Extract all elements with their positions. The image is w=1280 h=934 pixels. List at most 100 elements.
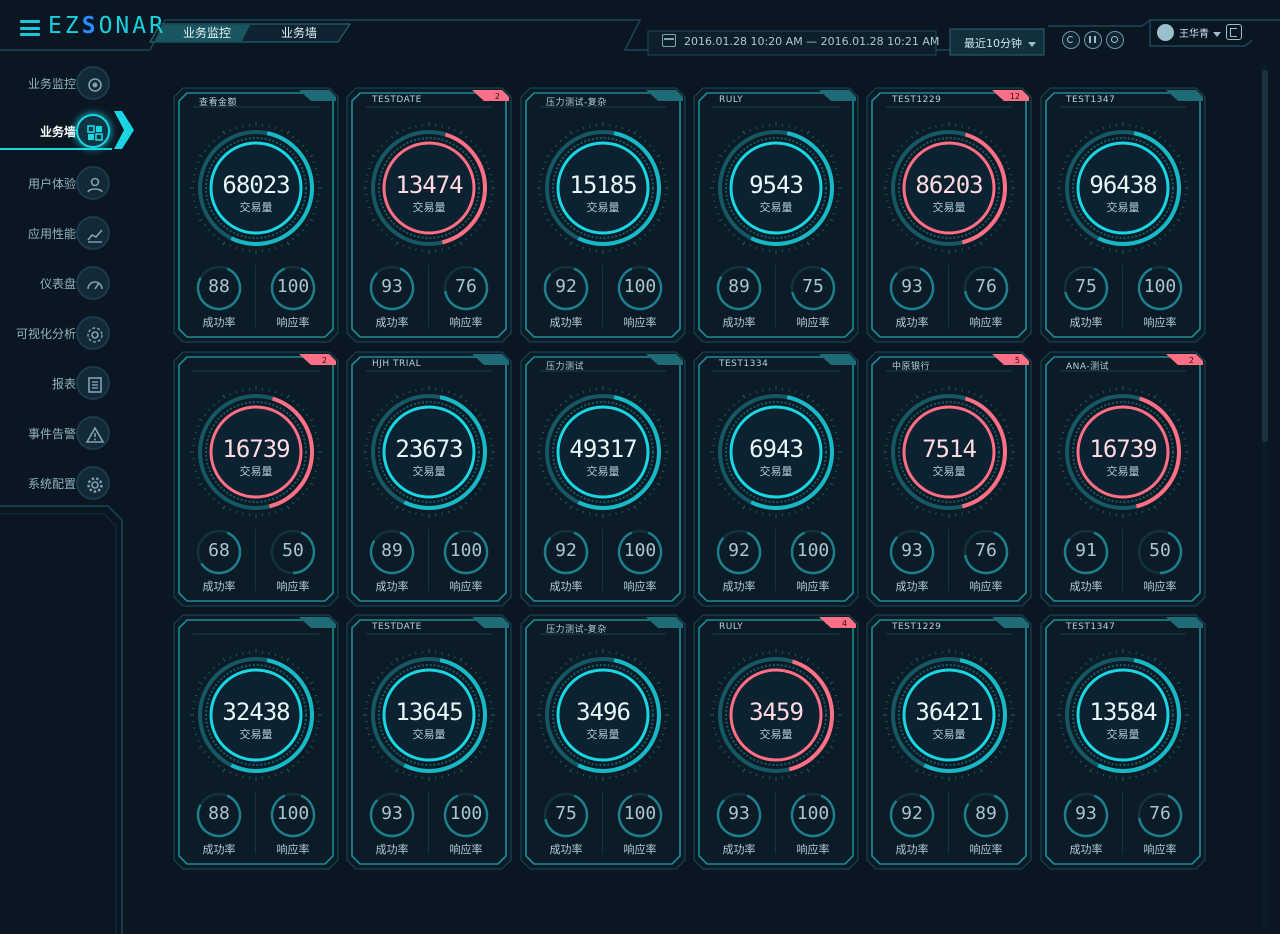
business-card[interactable]: ANA-测试 2 16739 交易量 91 成功率 50 响应率 <box>1040 351 1206 607</box>
card-divider <box>1122 792 1123 854</box>
calendar-icon[interactable] <box>662 34 676 47</box>
card-divider <box>948 529 949 591</box>
business-card[interactable]: RULY 4 3459 交易量 93 成功率 100 响应率 <box>693 614 859 870</box>
sidebar-item-4[interactable]: 仪表盘 <box>0 262 122 304</box>
success-rate-label: 成功率 <box>375 580 409 593</box>
sidebar-item-label: 系统配置 <box>27 477 76 491</box>
volume-value: 6943 <box>749 435 804 463</box>
sidebar-item-1[interactable]: 业务墙 <box>0 110 134 152</box>
time-range[interactable]: 2016.01.28 10:20 AM — 2016.01.28 10:21 A… <box>684 35 940 48</box>
volume-gauge <box>190 386 322 518</box>
response-rate-label: 响应率 <box>623 316 657 329</box>
globe-button[interactable] <box>1106 31 1124 49</box>
card-title: 压力测试-复杂 <box>546 625 607 635</box>
card-title: 压力测试 <box>546 362 585 372</box>
card-title: TEST1334 <box>719 359 769 369</box>
volume-label: 交易量 <box>759 201 793 214</box>
volume-value: 49317 <box>569 435 637 463</box>
success-rate-value: 93 <box>1075 803 1097 824</box>
response-rate-gauge <box>617 529 663 575</box>
volume-value: 13584 <box>1089 698 1157 726</box>
volume-value: 15185 <box>569 171 637 199</box>
business-card[interactable]: TEST1229 36421 交易量 92 成功率 89 响应率 <box>866 614 1032 870</box>
business-card[interactable]: 中原银行 5 7514 交易量 93 成功率 76 响应率 <box>866 351 1032 607</box>
business-card[interactable]: TEST1347 96438 交易量 75 成功率 100 响应率 <box>1040 87 1206 343</box>
sidebar-item-5[interactable]: 可视化分析 <box>0 312 122 354</box>
chevron-down-icon <box>1213 31 1221 37</box>
hamburger-menu-icon[interactable] <box>20 20 40 36</box>
business-card[interactable]: TESTDATE 2 13474 交易量 93 成功率 76 响应率 <box>346 87 512 343</box>
response-rate-value: 100 <box>276 276 310 297</box>
business-card[interactable]: 查看金额 68023 交易量 88 成功率 100 响应率 <box>173 87 339 343</box>
scrollbar[interactable] <box>1262 62 1268 930</box>
sidebar-item-6[interactable]: 报表 <box>0 362 122 404</box>
response-rate-value: 100 <box>796 540 830 561</box>
card-title: RULY <box>719 95 744 105</box>
alert-count-badge[interactable]: 2 <box>494 92 500 101</box>
period-select[interactable]: 最近10分钟 <box>964 35 1036 51</box>
sidebar: 业务监控业务墙用户体验应用性能仪表盘可视化分析报表事件告警系统配置 <box>0 58 135 934</box>
volume-label: 交易量 <box>1106 465 1140 478</box>
response-rate-label: 响应率 <box>449 316 483 329</box>
success-rate-label: 成功率 <box>375 316 409 329</box>
success-rate-value: 92 <box>555 276 577 297</box>
pause-button[interactable] <box>1084 31 1102 49</box>
success-rate-gauge <box>1063 792 1109 838</box>
business-card[interactable]: RULY 9543 交易量 89 成功率 75 响应率 <box>693 87 859 343</box>
sidebar-item-7[interactable]: 事件告警 <box>0 412 122 454</box>
response-rate-label: 响应率 <box>623 843 657 856</box>
alert-count-badge[interactable]: 4 <box>841 619 847 628</box>
volume-gauge <box>190 649 322 781</box>
card-divider <box>602 792 603 854</box>
alert-count-badge[interactable]: 2 <box>1188 356 1194 365</box>
sidebar-item-8[interactable]: 系统配置 <box>0 462 122 504</box>
business-card[interactable]: 压力测试 49317 交易量 92 成功率 100 响应率 <box>520 351 686 607</box>
success-rate-label: 成功率 <box>895 580 929 593</box>
sidebar-item-label: 业务墙 <box>39 125 76 139</box>
volume-gauge <box>1057 122 1189 254</box>
business-card[interactable]: HJH TRIAL 23673 交易量 89 成功率 100 响应率 <box>346 351 512 607</box>
globe-icon <box>1111 36 1118 43</box>
business-card[interactable]: TEST1334 6943 交易量 92 成功率 100 响应率 <box>693 351 859 607</box>
business-card[interactable]: TEST1229 12 86203 交易量 93 成功率 76 响应率 <box>866 87 1032 343</box>
volume-value: 36421 <box>915 698 983 726</box>
alert-count-badge[interactable]: 12 <box>1009 92 1020 101</box>
success-rate-label: 成功率 <box>722 580 756 593</box>
scrollbar-thumb[interactable] <box>1262 70 1268 442</box>
logout-icon[interactable] <box>1226 24 1242 40</box>
business-card[interactable]: 32438 交易量 88 成功率 100 响应率 <box>173 614 339 870</box>
response-rate-gauge <box>443 265 489 311</box>
alert-count-badge[interactable]: 5 <box>1014 356 1020 365</box>
breadcrumb-business-monitor[interactable]: 业务监控 <box>183 26 232 40</box>
business-card[interactable]: 压力测试-复杂 15185 交易量 92 成功率 100 响应率 <box>520 87 686 343</box>
user-menu[interactable]: 王华青 <box>1179 25 1221 40</box>
eye-icon <box>76 66 110 100</box>
card-divider <box>428 265 429 327</box>
business-card[interactable]: TEST1347 13584 交易量 93 成功率 76 响应率 <box>1040 614 1206 870</box>
refresh-button[interactable] <box>1062 31 1080 49</box>
business-card[interactable]: 2 16739 交易量 68 成功率 50 响应率 <box>173 351 339 607</box>
avatar[interactable] <box>1157 24 1174 41</box>
card-divider <box>775 265 776 327</box>
response-rate-gauge <box>443 792 489 838</box>
volume-gauge <box>537 386 669 518</box>
alert-count-badge[interactable]: 2 <box>321 356 327 365</box>
response-rate-label: 响应率 <box>1143 580 1177 593</box>
success-rate-label: 成功率 <box>375 843 409 856</box>
sidebar-item-0[interactable]: 业务监控 <box>0 62 122 104</box>
business-card[interactable]: 压力测试-复杂 3496 交易量 75 成功率 100 响应率 <box>520 614 686 870</box>
success-rate-value: 93 <box>381 276 403 297</box>
gear-network-icon <box>76 316 110 350</box>
response-rate-value: 100 <box>449 803 483 824</box>
success-rate-label: 成功率 <box>895 316 929 329</box>
volume-value: 86203 <box>915 171 983 199</box>
card-divider <box>948 265 949 327</box>
breadcrumb-business-wall[interactable]: 业务墙 <box>281 26 318 40</box>
volume-value: 7514 <box>922 435 977 463</box>
volume-gauge <box>363 122 495 254</box>
sidebar-item-3[interactable]: 应用性能 <box>0 212 122 254</box>
success-rate-gauge <box>196 265 242 311</box>
response-rate-gauge <box>963 265 1009 311</box>
business-card[interactable]: TESTDATE 13645 交易量 93 成功率 100 响应率 <box>346 614 512 870</box>
sidebar-item-2[interactable]: 用户体验 <box>0 162 122 204</box>
